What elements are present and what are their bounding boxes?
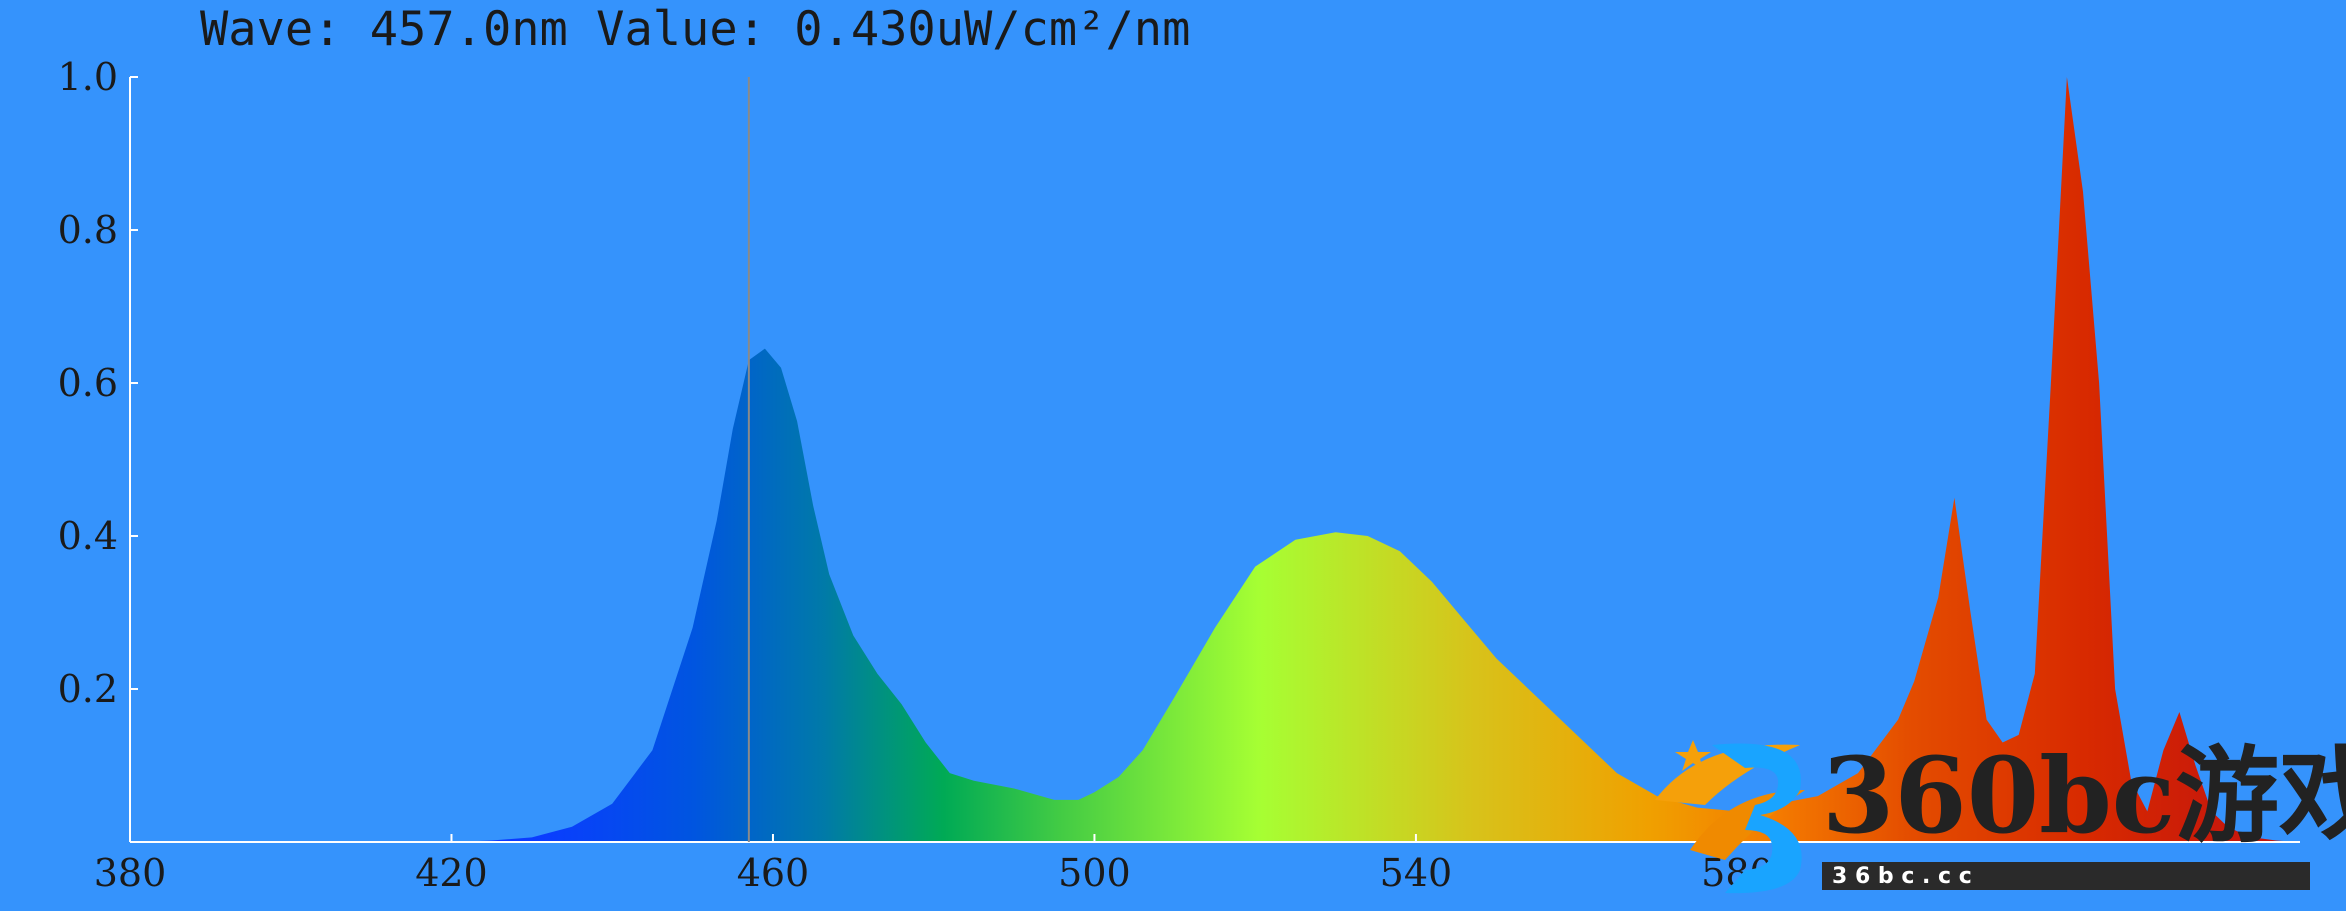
x-tick-label: 500 (1058, 851, 1131, 895)
x-tick-label: 420 (415, 851, 488, 895)
y-tick-label: 0.2 (58, 667, 118, 711)
logo-b-shape (1712, 743, 1802, 894)
y-tick-label: 0.4 (58, 514, 118, 558)
watermark-logo: 360bc游戏 3 6 b c . c c (1655, 734, 2346, 894)
x-tick-label: 460 (737, 851, 810, 895)
x-tick-label: 380 (94, 851, 167, 895)
logo-star (1675, 740, 1711, 771)
y-tick-label: 0.6 (58, 361, 118, 405)
watermark-brand: 360bc游戏 (1822, 734, 2346, 857)
spectrum-area (130, 77, 2300, 842)
cursor-readout: Wave: 457.0nm Value: 0.430uW/cm²/nm (200, 2, 1191, 57)
watermark-sub-bg (1822, 862, 2310, 890)
y-tick-label: 1.0 (58, 55, 118, 99)
x-tick-label: 540 (1380, 851, 1453, 895)
watermark-sub: 3 6 b c . c c (1832, 864, 1972, 889)
y-tick-label: 0.8 (58, 208, 118, 252)
